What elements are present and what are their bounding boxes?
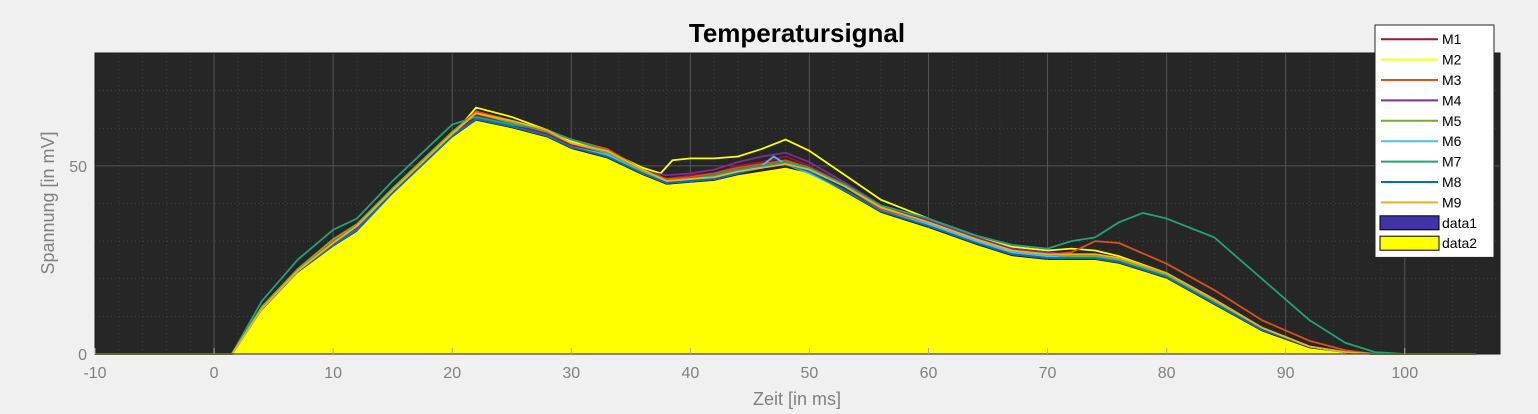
y-tick-label: 0 <box>78 347 87 364</box>
x-tick-label: 100 <box>1391 365 1418 382</box>
line-series <box>95 106 1477 355</box>
x-tick-label: 90 <box>1277 365 1295 382</box>
y-tick-label: 50 <box>69 159 87 176</box>
x-tick-label: 20 <box>443 365 461 382</box>
line-M7 <box>95 116 1477 355</box>
legend-label-M9[interactable]: M9 <box>1442 194 1462 210</box>
x-tick-label: 40 <box>681 365 699 382</box>
chart-title: Temperatursignal <box>689 18 905 48</box>
legend-label-M1[interactable]: M1 <box>1442 31 1462 47</box>
x-tick-label: 0 <box>210 365 219 382</box>
legend-swatch-data2 <box>1379 235 1440 251</box>
area-series <box>95 120 1477 354</box>
legend-label-M3[interactable]: M3 <box>1442 72 1462 88</box>
legend-label-M8[interactable]: M8 <box>1442 174 1462 190</box>
legend-label-M5[interactable]: M5 <box>1442 113 1462 129</box>
legend-label-M7[interactable]: M7 <box>1442 154 1462 170</box>
x-axis-label: Zeit [in ms] <box>753 389 841 409</box>
x-tick-label: 50 <box>801 365 819 382</box>
legend-label-M6[interactable]: M6 <box>1442 133 1462 149</box>
plot-border <box>94 52 1501 355</box>
legend-label-M2[interactable]: M2 <box>1442 52 1462 68</box>
line-M9 <box>95 112 1477 355</box>
y-axis-label: Spannung [in mV] <box>38 131 58 274</box>
x-tick-label: 80 <box>1158 365 1176 382</box>
legend-label-data2[interactable]: data2 <box>1442 235 1477 251</box>
line-M8 <box>95 117 1477 355</box>
x-tick-label: 10 <box>324 365 342 382</box>
x-tick-label: 70 <box>1039 365 1057 382</box>
legend-label-data1[interactable]: data1 <box>1442 215 1477 231</box>
x-tick-label: 30 <box>562 365 580 382</box>
x-tick-label: -10 <box>83 365 106 382</box>
legend-swatch-data1 <box>1379 215 1440 231</box>
x-tick-label: 60 <box>920 365 938 382</box>
legend-label-M4[interactable]: M4 <box>1442 92 1462 108</box>
legend[interactable]: M1 M2 M3 M4 M5 M6 M7 M8 M9 data1 data2 <box>1374 24 1495 258</box>
area-data2 <box>95 120 1477 354</box>
